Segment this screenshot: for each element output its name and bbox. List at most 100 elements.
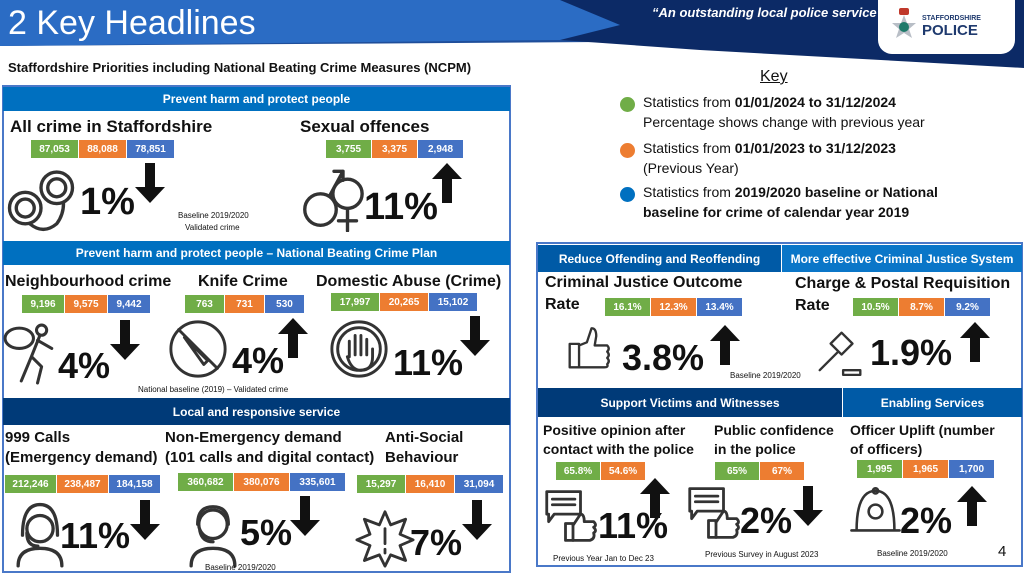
key-line2: (Previous Year) [643,160,739,177]
arrow-up-icon [432,163,462,208]
logo-line1: STAFFORDSHIRE [922,15,981,22]
key-text: Statistics from [643,184,735,200]
arrow-up-icon [960,322,990,367]
metric-change-percent: 11% [393,342,464,383]
value-previous-year: 67% [760,462,805,480]
metric-title: contact with the police [543,440,694,457]
metric-title: Behaviour [385,449,459,467]
key-dot [620,187,635,202]
footnote: Previous Year Jan to Dec 23 [553,554,654,563]
value-current-year: 10.5% [853,298,899,316]
value-current-year: 360,682 [178,473,234,491]
metric-title: in the police [714,440,796,457]
metric-title: (Emergency demand) [5,449,158,467]
stop-hand-icon [328,318,390,380]
metric-title: Non-Emergency demand [165,429,342,446]
value-current-year: 16.1% [605,298,651,316]
arrow-down-icon [462,500,492,545]
value-current-year: 65.8% [556,462,601,480]
footnote: Baseline 2019/2020 [877,549,948,558]
value-baseline: 9.2% [945,298,991,316]
value-current-year: 9,196 [22,295,65,313]
metric-values: 65.8% 54.6% [556,462,646,480]
gender-symbols-icon [298,160,370,233]
value-baseline: 335,601 [290,473,346,491]
staffordshire-police-logo: STAFFORDSHIRE POLICE [878,0,1015,54]
police-star-badge-icon [892,8,916,38]
metric-values: 65% 67% [715,462,805,480]
value-baseline: 1,700 [949,460,995,478]
value-current-year: 212,246 [5,475,57,493]
metric-change-percent: 2% [740,500,793,541]
arrow-up-icon [278,318,308,363]
value-previous-year: 54.6% [601,462,646,480]
value-current-year: 17,997 [331,293,380,311]
female-operator-icon [5,498,75,568]
left-panel [2,85,511,573]
value-baseline: 78,851 [127,140,175,158]
metric-title: Positive opinion after [543,422,686,438]
value-previous-year: 88,088 [79,140,127,158]
metric-values: 360,682 380,076 335,601 [178,473,346,491]
value-previous-year: 731 [225,295,265,313]
arrow-down-icon [793,486,823,531]
key-dot [620,97,635,112]
metric-values: 3,755 3,375 2,948 [326,140,464,158]
key-date-range: 01/01/2024 to 31/12/2024 [734,94,896,110]
key-date-range: 2019/2020 baseline or National [734,184,938,200]
value-previous-year: 3,375 [372,140,418,158]
metric-change-percent: 4% [58,345,111,386]
section-header: More effective Criminal Justice System [782,245,1022,272]
value-baseline: 530 [265,295,305,313]
section-header: Local and responsive service [3,398,510,425]
metric-title: Anti-Social [385,429,464,446]
metric-title: 999 Calls [5,429,71,446]
footnote: Baseline 2019/2020 [730,371,801,380]
arrow-down-icon [130,500,160,545]
footnote: National baseline (2019) – Validated cri… [138,385,289,394]
arrow-down-icon [460,316,490,361]
metric-title: of officers) [850,440,923,457]
section-header: Prevent harm and protect people [3,87,510,111]
gavel-icon [815,328,865,378]
metric-values: 10.5% 8.7% 9.2% [853,298,991,316]
metric-title: Officer Uplift (number [850,422,995,438]
metric-values: 212,246 238,487 184,158 [5,475,161,493]
handcuffs-icon [5,163,77,235]
footnote: Validated crime [185,223,240,232]
metric-title: All crime in Staffordshire [10,117,213,136]
value-current-year: 1,995 [857,460,903,478]
metric-values: 16.1% 12.3% 13.4% [605,298,743,316]
logo-line2: POLICE [922,22,978,39]
arrow-down-icon [290,496,320,541]
metric-title: Charge & Postal Requisition [795,275,1011,292]
thumbs-up-icon [565,322,615,372]
value-baseline: 13.4% [697,298,743,316]
feedback-thumbs-up-icon [543,486,603,546]
arrow-up-icon [640,478,670,523]
alert-burst-icon [355,508,415,568]
value-baseline: 2,948 [418,140,464,158]
arrow-up-icon [710,325,740,370]
right-panel [536,242,1023,567]
value-baseline: 15,102 [429,293,478,311]
metric-title: Knife Crime [198,273,288,290]
key-line2: baseline for crime of calendar year 2019 [643,204,910,221]
value-previous-year: 9,575 [65,295,108,313]
key-date-range: 01/01/2023 to 31/12/2023 [734,140,896,156]
police-helmet-icon [848,484,903,539]
arrow-up-icon [957,486,987,531]
key-item: Statistics from 2019/2020 baseline or Na… [643,182,938,223]
metric-title: Rate [545,295,580,313]
metric-values: 17,997 20,265 15,102 [331,293,478,311]
metric-change-percent: 11% [60,515,131,556]
male-operator-icon [178,498,248,568]
section-header: Support Victims and Witnesses [538,388,842,417]
metric-change-percent: 2% [900,500,953,541]
value-baseline: 184,158 [109,475,161,493]
value-current-year: 763 [185,295,225,313]
page-number: 4 [998,543,1007,560]
value-current-year: 3,755 [326,140,372,158]
value-previous-year: 238,487 [57,475,109,493]
key-title: Key [760,68,788,85]
